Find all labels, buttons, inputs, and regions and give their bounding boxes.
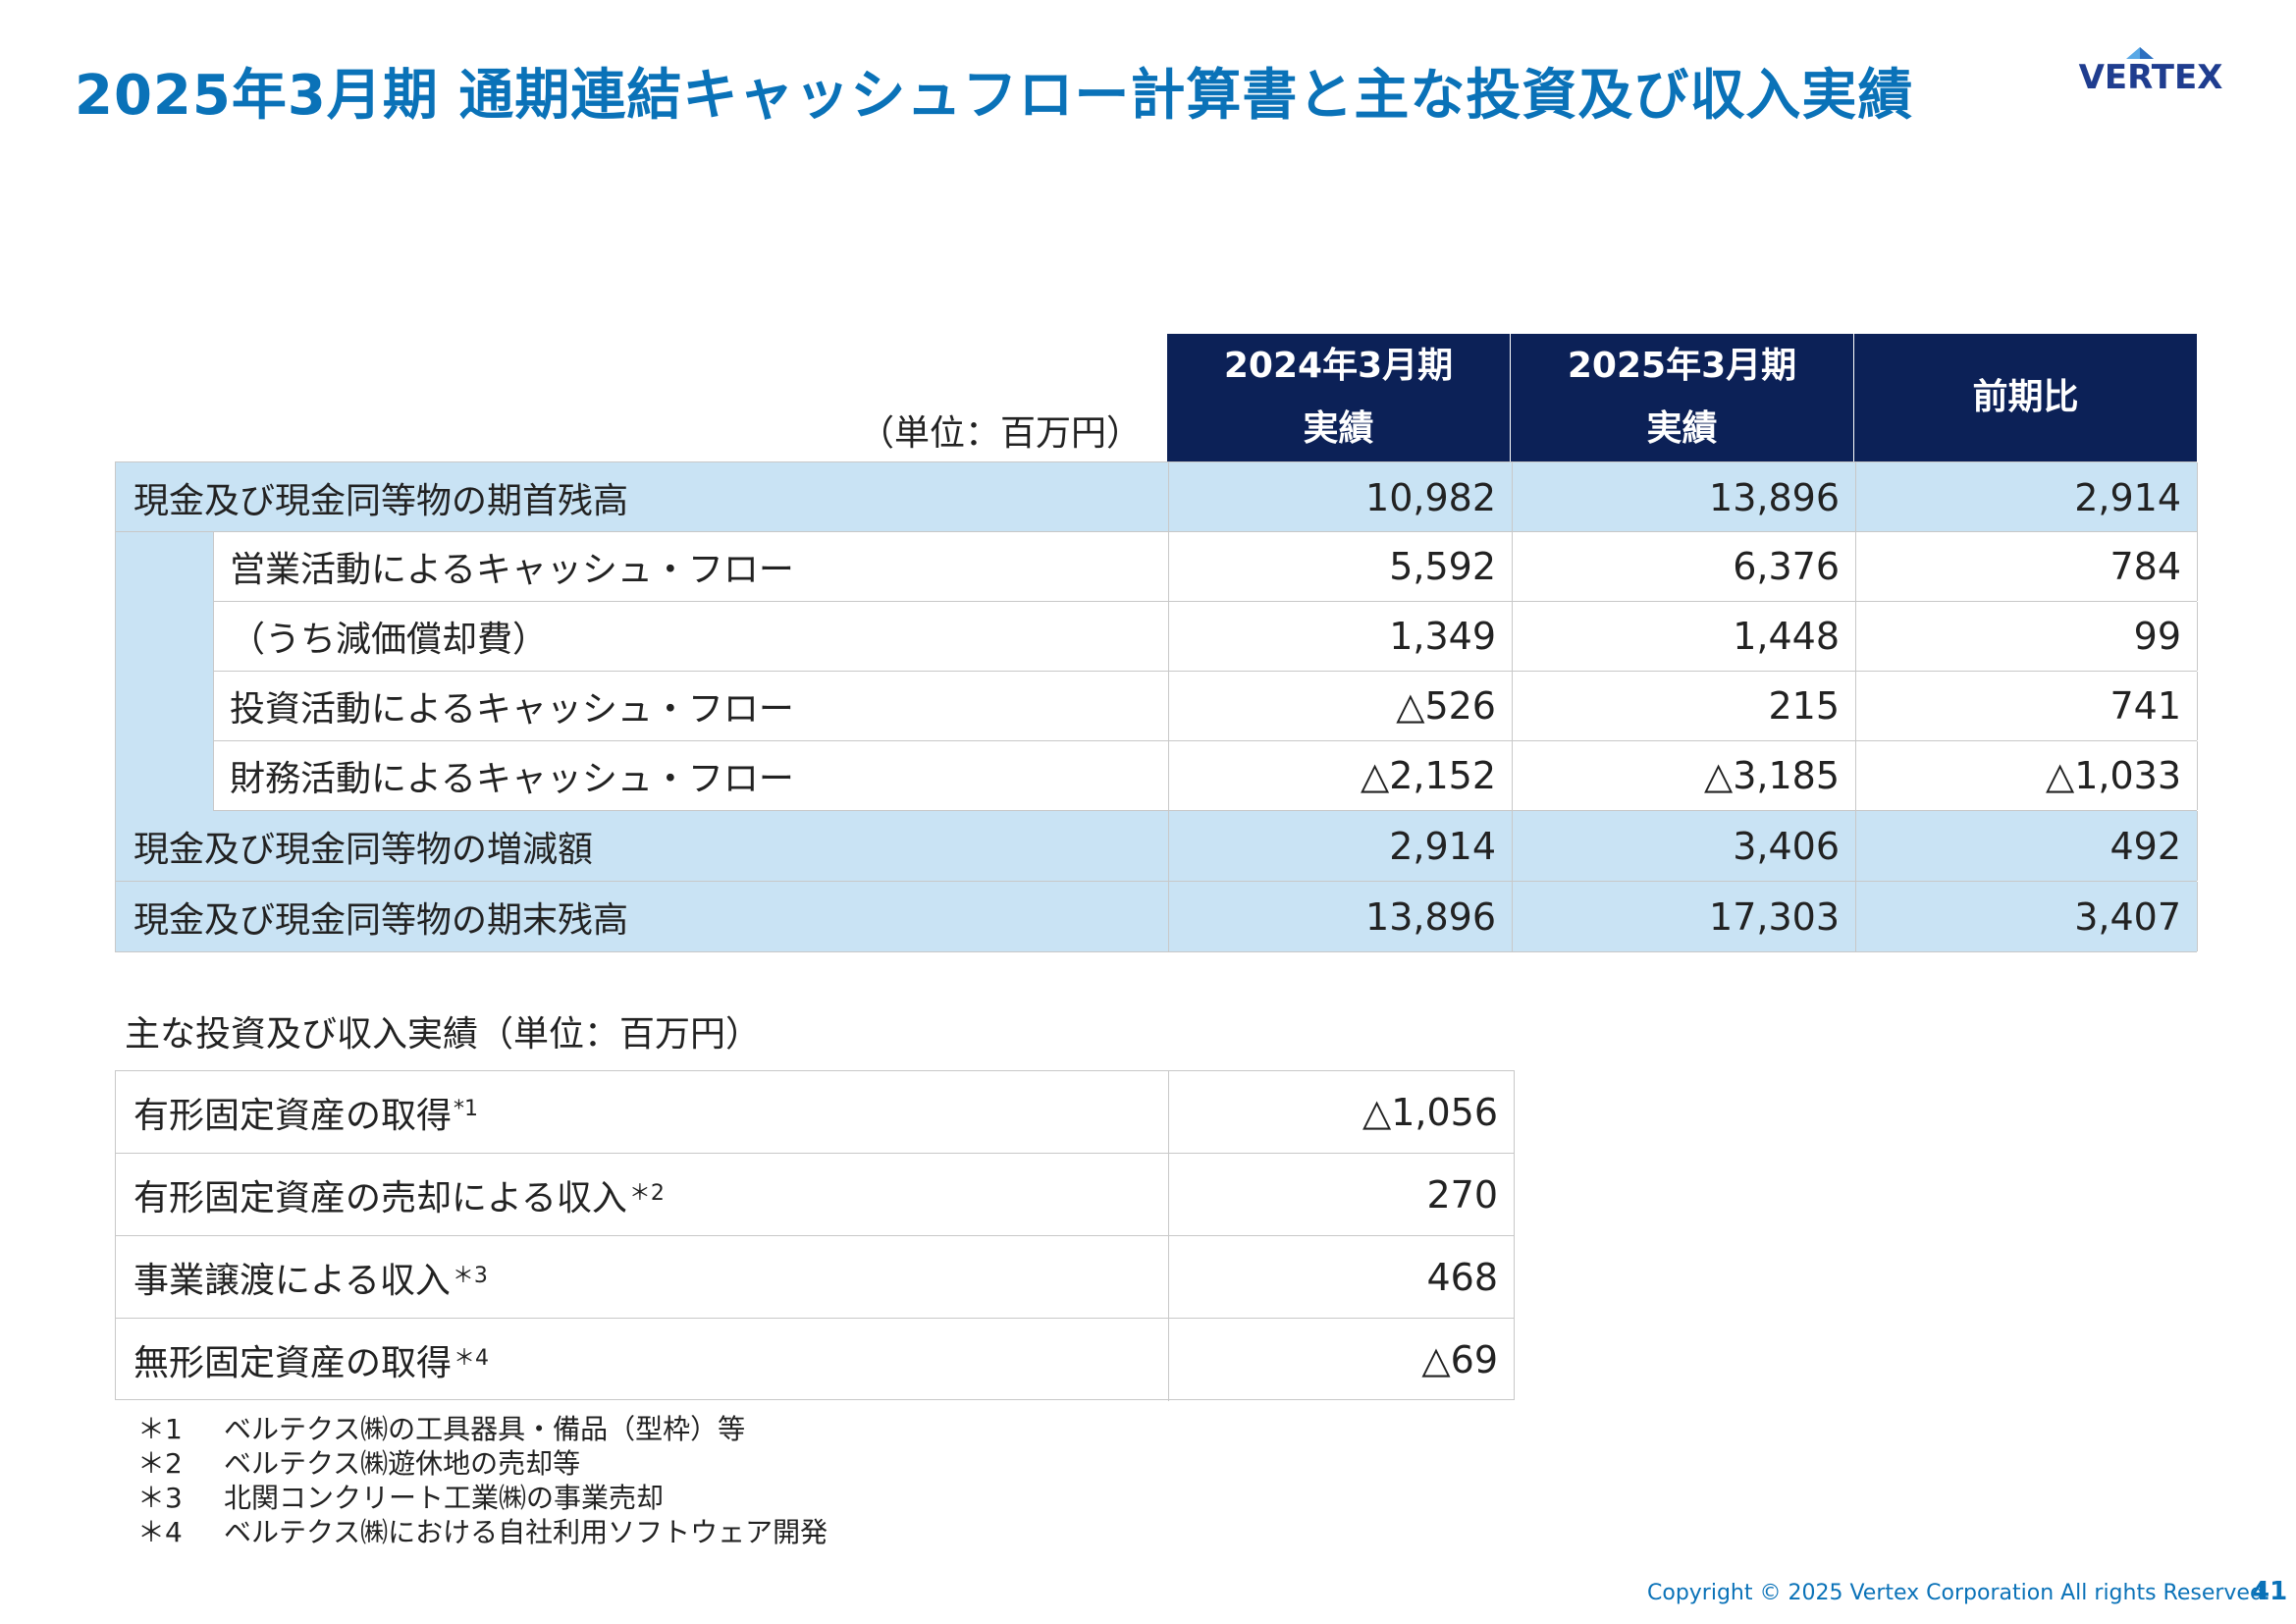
cashflow-table: （単位：百万円） 2024年3月期 実績 2025年3月期 実績 前期比 現金及… — [115, 334, 2198, 952]
logo-text: VERTEX — [2079, 58, 2223, 97]
header-fy2025: 2025年3月期 実績 — [1511, 334, 1854, 461]
table-row: （うち減価償却費） 1,349 1,448 99 — [213, 602, 2198, 672]
table-row: 現金及び現金同等物の増減額 2,914 3,406 492 — [115, 811, 2198, 882]
table-row: 営業活動によるキャッシュ・フロー 5,592 6,376 784 — [213, 532, 2198, 602]
footnote: ＊2 ベルテクス㈱遊休地の売却等 — [137, 1447, 581, 1480]
header-fy2024: 2024年3月期 実績 — [1167, 334, 1511, 461]
unit-label: （単位：百万円） — [858, 413, 1142, 454]
footnote: ＊4 ベルテクス㈱における自社利用ソフトウェア開発 — [137, 1516, 828, 1548]
table-row: 事業譲渡による収入 ＊3 468 — [116, 1236, 1514, 1319]
footnote: ＊1 ベルテクス㈱の工具器具・備品（型枠）等 — [137, 1413, 746, 1445]
vertex-logo: VERTEX — [2059, 45, 2242, 98]
investments-title: 主な投資及び収入実績（単位：百万円） — [125, 1014, 762, 1055]
copyright: Copyright © 2025 Vertex Corporation All … — [1647, 1581, 2270, 1605]
investments-table: 有形固定資産の取得 *1 △1,056 有形固定資産の売却による収入 ＊2 270 … — [115, 1070, 1515, 1401]
page-number: 41 — [2252, 1577, 2288, 1606]
table-row: 財務活動によるキャッシュ・フロー △2,152 △3,185 △1,033 — [213, 741, 2198, 811]
table-row: 現金及び現金同等物の期首残高 10,982 13,896 2,914 — [115, 461, 2198, 532]
table-row: 無形固定資産の取得 ＊4 △69 — [116, 1319, 1514, 1401]
table-row: 投資活動によるキャッシュ・フロー △526 215 741 — [213, 672, 2198, 741]
table-row: 有形固定資産の取得 *1 △1,056 — [116, 1071, 1514, 1154]
footnotes: ＊1 ベルテクス㈱の工具器具・備品（型枠）等 ＊2 ベルテクス㈱遊休地の売却等 ＊3… — [137, 1412, 828, 1549]
page-title: 2025年3月期 通期連結キャッシュフロー計算書と主な投資及び収入実績 — [75, 64, 1914, 128]
footnote: ＊3 北関コンクリート工業㈱の事業売却 — [137, 1482, 665, 1514]
table-row: 有形固定資産の売却による収入 ＊2 270 — [116, 1154, 1514, 1236]
table-row: 現金及び現金同等物の期末残高 13,896 17,303 3,407 — [115, 882, 2198, 952]
header-yoy: 前期比 — [1854, 334, 2197, 461]
